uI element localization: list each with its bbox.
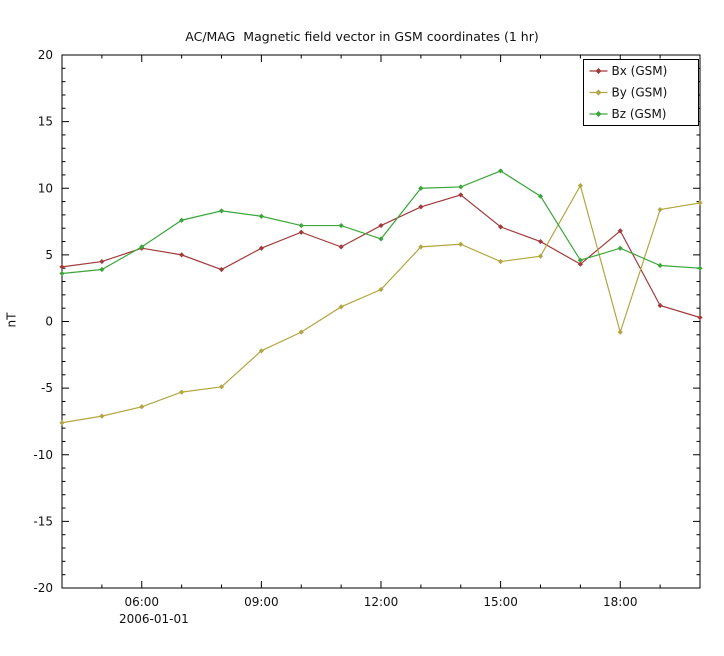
svg-text:06:00: 06:00 — [124, 595, 159, 609]
svg-text:-10: -10 — [33, 448, 53, 462]
legend-label: Bz (GSM) — [612, 107, 667, 121]
svg-text:20: 20 — [38, 48, 53, 62]
svg-text:0: 0 — [45, 315, 53, 329]
svg-text:10: 10 — [38, 181, 53, 195]
svg-text:15: 15 — [38, 115, 53, 129]
svg-text:5: 5 — [45, 248, 53, 262]
svg-text:-15: -15 — [33, 514, 53, 528]
svg-text:09:00: 09:00 — [244, 595, 279, 609]
svg-text:18:00: 18:00 — [603, 595, 638, 609]
svg-text:12:00: 12:00 — [364, 595, 399, 609]
x-axis-date-label: 2006-01-01 — [119, 612, 189, 626]
legend-label: By (GSM) — [612, 86, 668, 100]
legend-label: Bx (GSM) — [612, 64, 668, 78]
svg-text:-5: -5 — [41, 381, 53, 395]
svg-text:15:00: 15:00 — [483, 595, 518, 609]
svg-text:-20: -20 — [33, 581, 53, 595]
chart-title: AC/MAG Magnetic field vector in GSM coor… — [185, 29, 539, 44]
